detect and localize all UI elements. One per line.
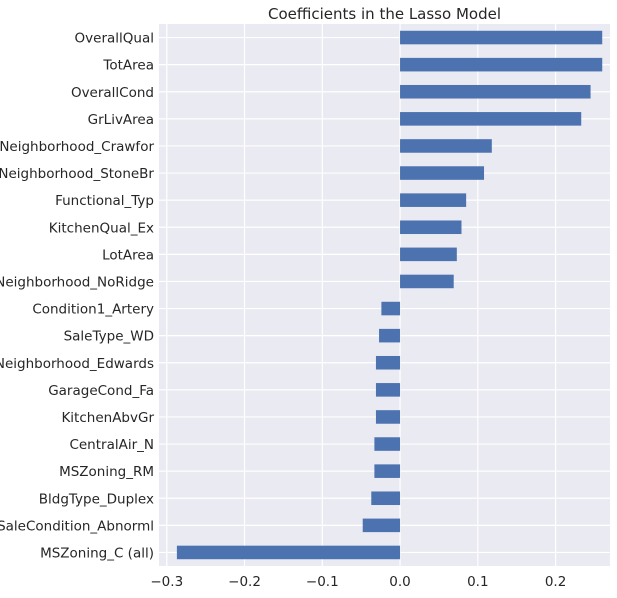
bar-neighborhood-crawfor xyxy=(400,139,492,153)
bar-neighborhood-stonebr xyxy=(400,166,485,180)
bar-bldgtype-duplex xyxy=(371,491,401,506)
x-tick-label: −0.3 xyxy=(150,574,183,590)
category-label: SaleType_WD xyxy=(64,329,154,345)
bar-neighborhood-noridge xyxy=(400,274,454,289)
bar-condition1-artery xyxy=(381,301,401,316)
bar-overallqual xyxy=(400,30,603,45)
category-label: CentralAir_N xyxy=(69,437,154,453)
category-label: GrLivArea xyxy=(88,112,154,128)
bar-neighborhood-edwards xyxy=(375,355,401,370)
category-label: KitchenAbvGr xyxy=(61,410,154,426)
category-label: OverallCond xyxy=(71,85,154,101)
bar-kitchenabvgr xyxy=(375,410,401,424)
category-label: MSZoning_RM xyxy=(59,464,154,480)
x-tick-label: 0.2 xyxy=(545,574,566,590)
category-labels: OverallQual TotArea OverallCond GrLivArea Ne… xyxy=(0,31,154,562)
bar-saletype-wd xyxy=(379,328,401,343)
category-label: KitchenQual_Ex xyxy=(49,220,154,236)
category-label: TotArea xyxy=(102,58,154,74)
category-label: Condition1_Artery xyxy=(32,302,154,318)
chart-title: Coefficients in the Lasso Model xyxy=(268,5,501,23)
category-label: LotArea xyxy=(102,247,154,263)
bar-functional-typ xyxy=(400,193,467,207)
category-label: OverallQual xyxy=(75,31,154,47)
x-tick-label: −0.2 xyxy=(228,574,261,590)
category-label: Neighborhood_Edwards xyxy=(0,356,154,372)
x-tick-label: 0.1 xyxy=(467,574,488,590)
category-label: BldgType_Duplex xyxy=(39,491,154,507)
bar-grlivarea xyxy=(400,112,582,126)
x-tick-label: 0.0 xyxy=(389,574,410,590)
bar-salecondition-abnorml xyxy=(362,518,401,533)
bars xyxy=(176,30,603,560)
x-tick-labels: −0.3 −0.2 −0.1 0.0 0.1 0.2 xyxy=(150,574,566,590)
category-label: Neighborhood_StoneBr xyxy=(0,166,154,182)
category-label: SaleCondition_Abnorml xyxy=(0,518,154,534)
bar-centralair-n xyxy=(374,437,401,451)
bar-mszoning-c-all- xyxy=(176,545,401,560)
bar-totarea xyxy=(400,57,603,72)
plot-area xyxy=(159,24,610,566)
x-tick-label: −0.1 xyxy=(306,574,339,590)
bar-overallcond xyxy=(400,84,591,99)
category-label: MSZoning_C (all) xyxy=(40,545,154,561)
bar-garagecond-fa xyxy=(375,383,401,397)
category-label: Neighborhood_Crawfor xyxy=(0,139,154,155)
bar-lotarea xyxy=(400,247,457,262)
bar-kitchenqual-ex xyxy=(400,220,462,235)
category-label: Functional_Typ xyxy=(55,193,154,209)
category-label: Neighborhood_NoRidge xyxy=(0,274,154,290)
category-label: GarageCond_Fa xyxy=(48,383,154,399)
bar-mszoning-rm xyxy=(374,464,401,478)
